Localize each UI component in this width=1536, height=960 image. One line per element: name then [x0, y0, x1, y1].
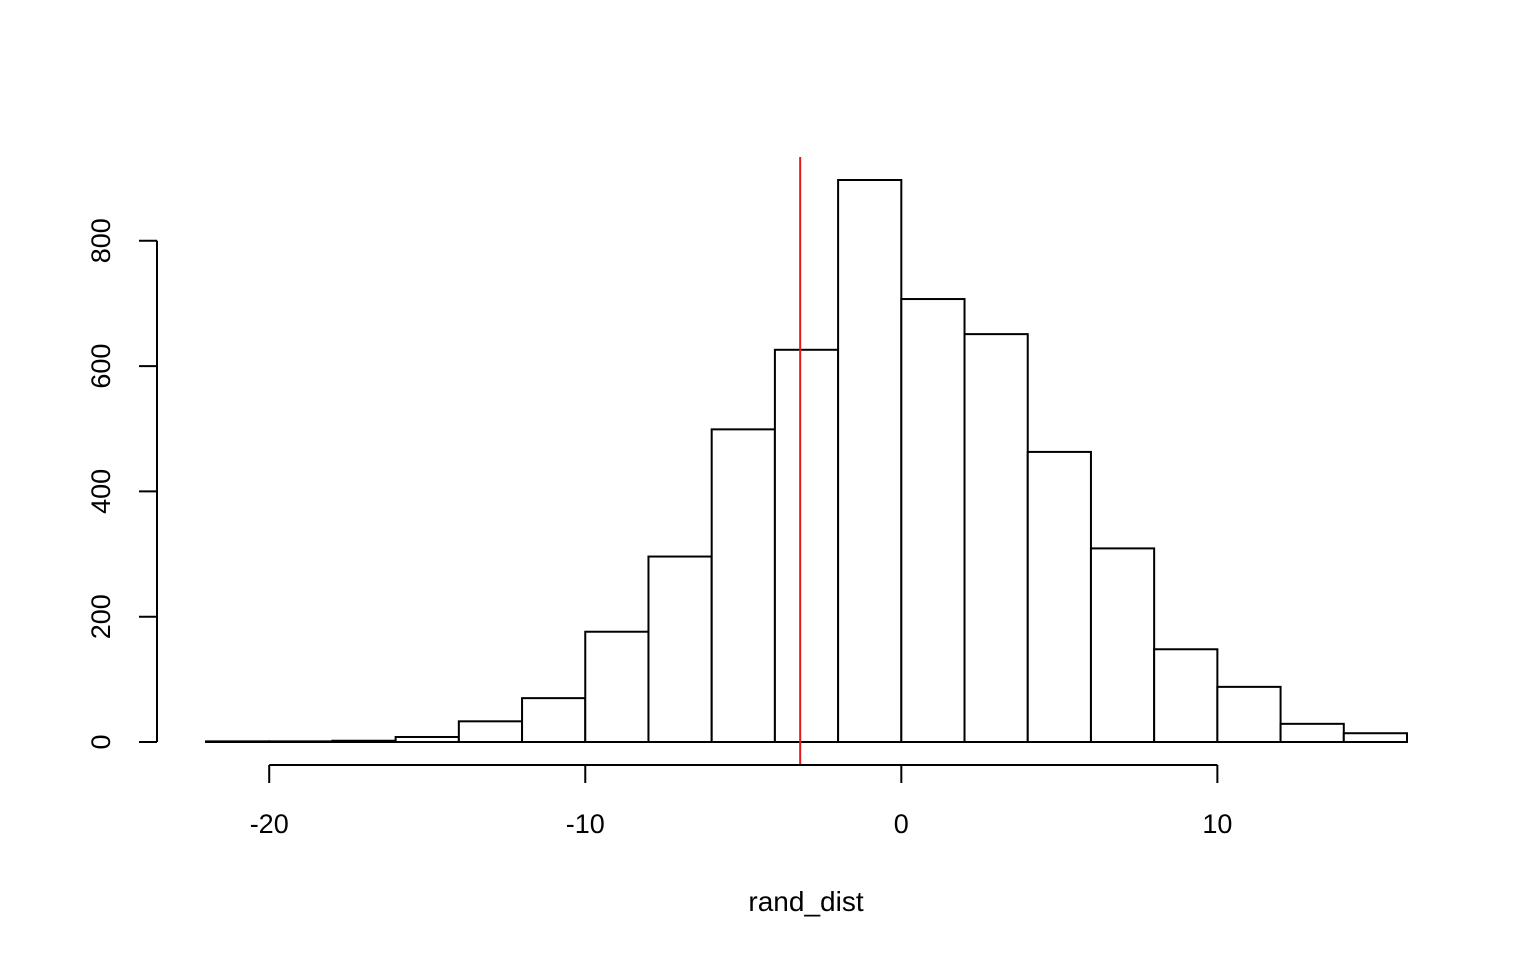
x-tick-label: 0 — [894, 809, 909, 839]
y-tick-label: 600 — [86, 344, 116, 389]
histogram-bars — [205, 179, 1408, 744]
histogram-bar — [963, 333, 1029, 743]
histogram-bar — [773, 348, 840, 743]
histogram-bar — [900, 298, 966, 743]
histogram-bar — [710, 428, 776, 743]
x-tick-label: -10 — [566, 809, 605, 839]
y-tick-label: 800 — [86, 218, 116, 263]
histogram-bar — [457, 720, 524, 743]
y-tick-label: 400 — [86, 469, 116, 514]
x-tick-label: -20 — [250, 809, 289, 839]
histogram-bar — [1026, 450, 1092, 743]
histogram-bar — [1089, 547, 1156, 744]
x-axis-title: rand_dist — [748, 886, 863, 917]
histogram-bar — [837, 179, 903, 743]
histogram-bar — [331, 739, 397, 744]
histogram-bar — [647, 555, 713, 743]
x-tick-label: 10 — [1202, 809, 1232, 839]
histogram-bar — [205, 740, 271, 744]
histogram-bar — [394, 735, 460, 743]
histogram-bar — [1279, 722, 1345, 744]
y-tick-label: 0 — [86, 734, 116, 749]
y-tick-label: 200 — [86, 594, 116, 639]
histogram-bar — [521, 697, 587, 744]
histogram-bar — [1216, 685, 1282, 744]
histogram-bar — [584, 630, 650, 744]
histogram-bar — [1342, 732, 1408, 743]
histogram-bar — [268, 740, 334, 744]
y-axis: 0 200 400 600 800 — [86, 218, 158, 750]
x-axis: -20 -10 0 10 — [250, 764, 1232, 839]
histogram-bar — [1153, 648, 1219, 743]
